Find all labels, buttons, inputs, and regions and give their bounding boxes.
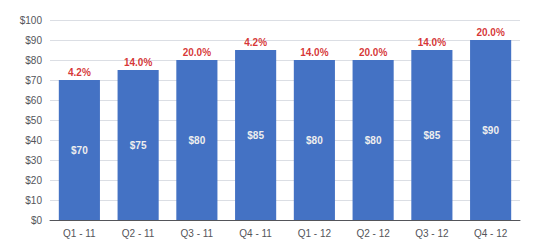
svg-text:$70: $70	[25, 75, 42, 86]
svg-text:14.0%: 14.0%	[300, 47, 328, 58]
svg-text:20.0%: 20.0%	[476, 27, 504, 38]
svg-text:Q3 - 12: Q3 - 12	[415, 228, 449, 239]
svg-text:$75: $75	[130, 140, 147, 151]
svg-text:$100: $100	[20, 15, 43, 26]
svg-text:$20: $20	[25, 175, 42, 186]
svg-text:4.2%: 4.2%	[244, 37, 267, 48]
svg-text:20.0%: 20.0%	[359, 47, 387, 58]
svg-text:$0: $0	[31, 215, 43, 226]
svg-text:Q4 - 12: Q4 - 12	[474, 228, 508, 239]
svg-text:$30: $30	[25, 155, 42, 166]
svg-text:$40: $40	[25, 135, 42, 146]
svg-text:14.0%: 14.0%	[418, 37, 446, 48]
svg-text:$90: $90	[482, 125, 499, 136]
svg-text:Q1 - 11: Q1 - 11	[63, 228, 96, 239]
svg-text:$80: $80	[306, 135, 323, 146]
svg-text:$85: $85	[247, 130, 264, 141]
svg-text:$10: $10	[25, 195, 42, 206]
svg-text:Q3 - 11: Q3 - 11	[181, 228, 214, 239]
svg-text:4.2%: 4.2%	[68, 67, 91, 78]
svg-text:$85: $85	[424, 130, 441, 141]
svg-text:$80: $80	[365, 135, 382, 146]
svg-text:$50: $50	[25, 115, 42, 126]
svg-text:Q1 - 12: Q1 - 12	[298, 228, 332, 239]
svg-text:20.0%: 20.0%	[183, 47, 211, 58]
svg-text:$80: $80	[25, 55, 42, 66]
svg-text:$70: $70	[71, 145, 88, 156]
svg-text:Q2 - 12: Q2 - 12	[356, 228, 390, 239]
svg-text:Q2 - 11: Q2 - 11	[122, 228, 155, 239]
svg-text:$60: $60	[25, 95, 42, 106]
svg-text:14.0%: 14.0%	[124, 57, 152, 68]
svg-text:$90: $90	[25, 35, 42, 46]
svg-text:$80: $80	[189, 135, 206, 146]
svg-text:Q4 - 11: Q4 - 11	[239, 228, 272, 239]
